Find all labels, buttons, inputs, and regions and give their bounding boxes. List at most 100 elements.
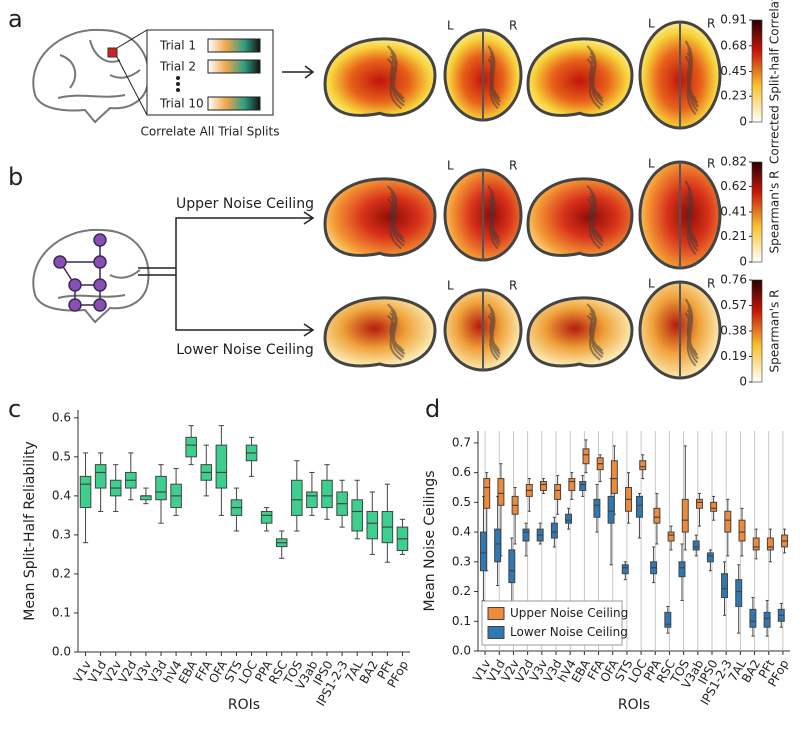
box: [621, 564, 629, 575]
colorbar-tick-label: 0.57: [720, 298, 747, 312]
box: [724, 510, 732, 533]
trial-bar: [207, 38, 261, 53]
box: [710, 501, 718, 512]
box: [692, 540, 700, 551]
box: [494, 528, 502, 563]
colorbar: [751, 161, 763, 263]
network: [53, 233, 107, 312]
callout-line: [116, 29, 148, 116]
box: [522, 528, 530, 542]
box: [291, 479, 303, 516]
box: [550, 522, 558, 539]
y-tick-label: 0.0: [52, 645, 71, 659]
box: [568, 478, 576, 491]
box: [653, 507, 661, 524]
y-tick-label: 0.4: [52, 488, 71, 502]
box: [721, 573, 729, 598]
box: [735, 579, 743, 607]
colorbar-tick-label: 0: [739, 115, 747, 129]
box: [664, 611, 672, 628]
box: [260, 510, 273, 524]
colorbar-label: Spearman's R: [768, 289, 782, 372]
legend-box: [481, 600, 623, 646]
box: [351, 499, 363, 532]
box: [185, 436, 197, 458]
y-tick-label: 0.3: [52, 527, 71, 541]
y-tick-label: 0.4: [452, 525, 471, 539]
box: [593, 498, 601, 518]
box: [763, 611, 771, 628]
schematic-brain: [32, 28, 150, 124]
box: [508, 549, 516, 584]
y-tick-label: 0.2: [452, 584, 471, 598]
colorbar-tick-label: 0.91: [720, 13, 747, 27]
box: [695, 498, 703, 509]
box: [306, 491, 318, 509]
caption: Correlate All Trial Splits: [141, 125, 280, 139]
box: [738, 519, 746, 542]
y-tick-label: 0.5: [452, 495, 471, 509]
box: [483, 478, 491, 509]
brain-sulci: [487, 185, 501, 250]
brain-sulci: [487, 303, 501, 361]
colorbar-tick-label: 0.45: [720, 64, 747, 78]
colorbar-tick-label: 0.23: [720, 89, 747, 103]
box: [479, 531, 487, 572]
trial-bar: [207, 59, 261, 74]
box: [94, 464, 107, 489]
view-label: L: [447, 19, 454, 33]
view-label: R: [509, 159, 517, 173]
branch-arrows: [138, 211, 315, 337]
box: [667, 531, 675, 542]
y-tick-label: 0.0: [452, 644, 471, 658]
view-label: L: [648, 17, 655, 31]
box: [321, 479, 333, 509]
colorbar: [751, 19, 763, 123]
box: [565, 513, 573, 524]
y-tick-label: 0.6: [52, 410, 71, 424]
colorbar-tick-label: 0.41: [720, 205, 747, 219]
colorbar-tick-label: 0.76: [720, 273, 747, 287]
legend-label: Lower Noise Ceiling: [510, 625, 628, 639]
arrow: [282, 65, 315, 79]
colorbar-tick-label: 0.38: [720, 324, 747, 338]
ellipsis: [176, 76, 180, 92]
schematic-brain: [32, 228, 150, 324]
brain-sulci: [586, 303, 604, 361]
panel-label: c: [8, 395, 21, 423]
trial-label: Trial 1: [159, 39, 196, 53]
y-tick-label: 0.1: [52, 605, 71, 619]
view-label: R: [509, 279, 517, 293]
y-axis-label: Mean Noise Ceilings: [422, 471, 438, 612]
branch-label: Lower Noise Ceiling: [176, 342, 314, 358]
brain-view: [323, 37, 437, 117]
panel-label: a: [8, 5, 23, 33]
view-label: R: [509, 19, 517, 33]
box: [215, 444, 228, 489]
box: [366, 510, 379, 540]
brain-sulci: [684, 298, 699, 367]
brain-view: [526, 296, 634, 368]
brain-view: [526, 177, 634, 257]
colorbar: [751, 279, 763, 383]
box: [766, 537, 774, 551]
box: [554, 484, 562, 500]
view-label: L: [648, 277, 655, 291]
legend-label: Upper Noise Ceiling: [510, 606, 628, 620]
roi-marker: [107, 47, 118, 58]
box: [579, 481, 587, 491]
brain-view: [526, 37, 634, 117]
brain-sulci: [387, 303, 406, 361]
view-label: R: [707, 17, 715, 31]
brain-sulci: [487, 45, 501, 110]
box: [752, 537, 760, 551]
x-axis-label: ROIs: [618, 697, 650, 713]
box: [639, 460, 647, 471]
box: [607, 495, 615, 524]
box: [678, 561, 686, 578]
trial-bar: [207, 96, 261, 111]
colorbar-label: Corrected Split-half Correlation: [768, 0, 782, 164]
box: [681, 498, 689, 533]
